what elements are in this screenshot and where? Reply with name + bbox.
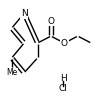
Text: O: O bbox=[47, 17, 54, 26]
Text: Me: Me bbox=[6, 68, 17, 77]
Text: N: N bbox=[21, 9, 27, 18]
Text: H: H bbox=[60, 74, 67, 83]
Text: Cl: Cl bbox=[59, 84, 68, 93]
Text: O: O bbox=[61, 39, 68, 48]
